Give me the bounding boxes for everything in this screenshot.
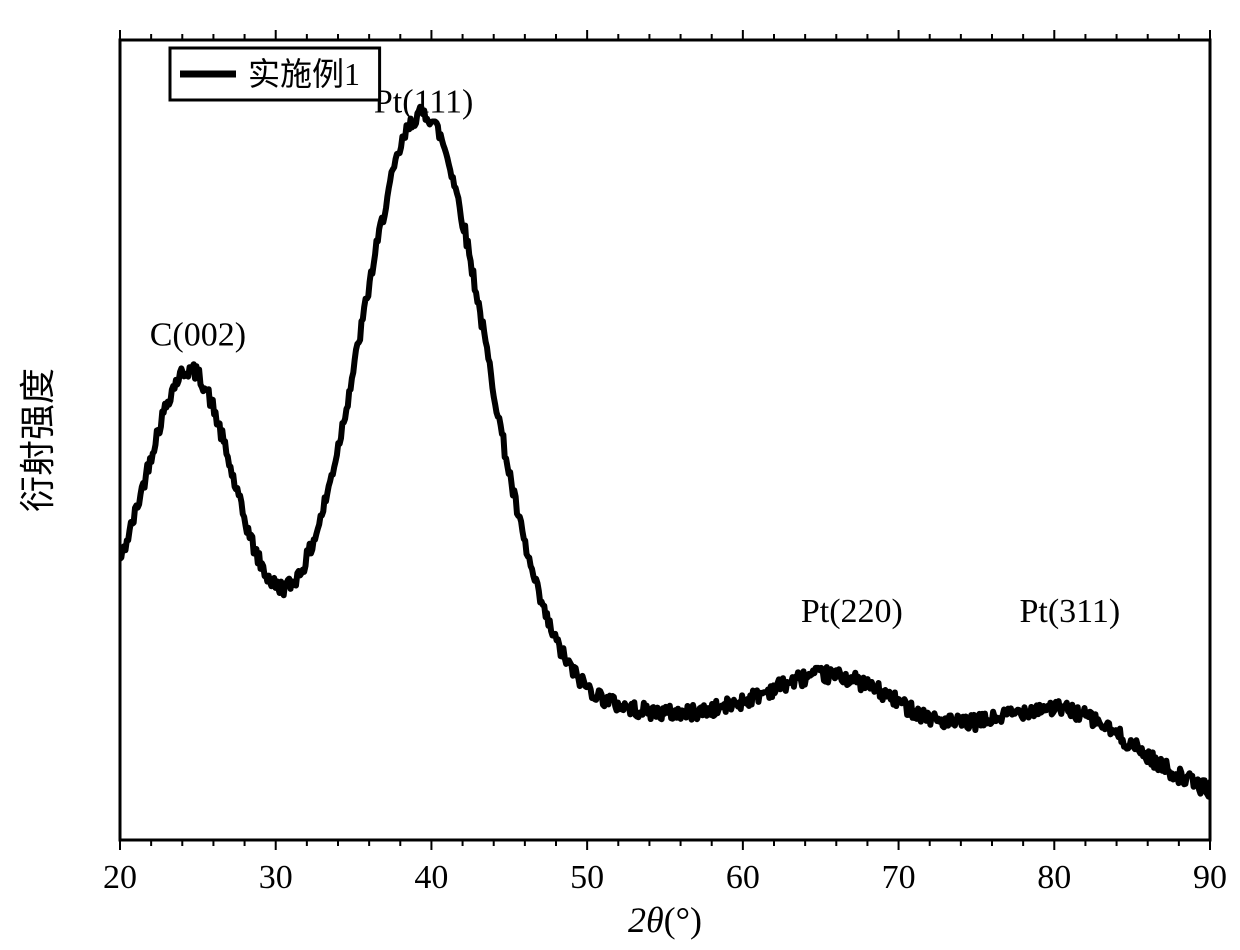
x-tick-label: 90 bbox=[1193, 859, 1227, 896]
legend-label: 实施例1 bbox=[248, 56, 360, 92]
peak-label: Pt(111) bbox=[374, 84, 473, 121]
x-tick-label: 80 bbox=[1037, 859, 1071, 896]
x-tick-label: 40 bbox=[414, 859, 448, 896]
x-tick-label: 20 bbox=[103, 859, 137, 896]
peak-label: C(002) bbox=[150, 316, 246, 353]
peak-label: Pt(220) bbox=[801, 593, 903, 630]
y-axis-label: 衍射强度 bbox=[18, 368, 58, 512]
xrd-chart: 20 30 40 50 60 70 80 90 2θ(°) 衍射强度 C(002) Pt(111) Pt… bbox=[0, 0, 1240, 950]
x-tick-label: 30 bbox=[259, 859, 293, 896]
peak-label: Pt(311) bbox=[1019, 593, 1120, 630]
x-axis-label: 2θ(°) bbox=[628, 900, 702, 940]
chart-svg: 20 30 40 50 60 70 80 90 2θ(°) 衍射强度 C(002) Pt(111) Pt… bbox=[0, 0, 1240, 950]
x-tick-label: 70 bbox=[882, 859, 916, 896]
chart-bg bbox=[0, 0, 1240, 950]
x-tick-label: 60 bbox=[726, 859, 760, 896]
x-tick-label: 50 bbox=[570, 859, 604, 896]
